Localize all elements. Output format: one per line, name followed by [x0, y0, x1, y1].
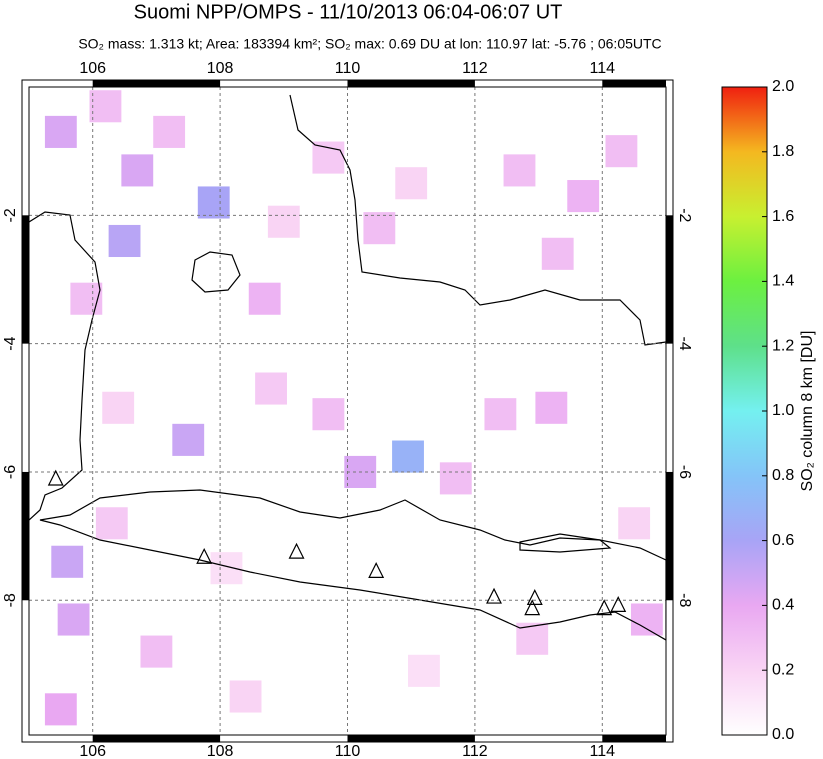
y-tick-label: -8	[676, 593, 693, 607]
frame-bar	[347, 80, 475, 87]
colorbar-tick-label: 1.4	[772, 273, 794, 290]
volcano	[524, 599, 541, 616]
so2-cell	[408, 654, 440, 687]
x-tick-label: 114	[590, 743, 616, 759]
colorbar-label: SO₂ column 8 km [DU]	[799, 331, 816, 492]
volcano	[596, 599, 613, 616]
volcano	[486, 587, 502, 604]
x-tick-label: 112	[462, 743, 488, 759]
plot-border	[28, 86, 667, 736]
colorbar-tick-label: 0.8	[772, 467, 794, 484]
so2-cell	[267, 205, 300, 238]
so2-cell	[57, 603, 90, 636]
volcano	[368, 562, 385, 578]
colorbar-tick-label: 1.0	[772, 402, 794, 419]
x-tick-label: 112	[462, 60, 488, 77]
so2-cell	[503, 154, 536, 187]
so2-cell	[567, 180, 600, 213]
frame-bar	[92, 735, 221, 742]
so2-cell	[89, 90, 122, 123]
so2-cell	[172, 423, 205, 456]
so2-cell	[395, 167, 428, 200]
so2-cell	[312, 141, 345, 174]
coast-borneo	[289, 94, 666, 346]
frame-bar	[22, 215, 29, 344]
colorbar-tick-label: 0.6	[772, 532, 794, 549]
so2-cell	[44, 693, 77, 726]
x-tick-label: 106	[79, 743, 106, 759]
so2-cell	[605, 135, 638, 168]
frame-bar	[602, 735, 666, 742]
y-tick-label: -6	[676, 465, 693, 479]
y-tick-label: -6	[2, 465, 19, 479]
so2-cell	[197, 186, 230, 219]
frame-bar	[602, 80, 666, 87]
y-tick-label: -2	[676, 208, 693, 222]
colorbar-tick-label: 0.0	[772, 726, 794, 743]
frame-bar	[666, 215, 673, 344]
x-tick-label: 106	[79, 60, 106, 77]
volcano	[610, 596, 627, 612]
so2-cell	[102, 391, 135, 424]
colorbar	[721, 86, 768, 736]
volcano	[47, 469, 64, 486]
so2-cell	[51, 545, 84, 578]
x-tick-label: 108	[207, 60, 234, 77]
title: Suomi NPP/OMPS - 11/10/2013 06:04-06:07 …	[134, 1, 563, 23]
so2-cell	[439, 462, 472, 495]
so2-cell	[229, 680, 262, 713]
so2-cell	[140, 635, 173, 668]
so2-cell	[535, 391, 568, 424]
so2-cells	[44, 90, 663, 726]
x-tick-label: 110	[335, 743, 361, 759]
coast-sumatra	[29, 211, 101, 521]
subtitle: SO₂ mass: 1.313 kt; Area: 183394 km²; SO…	[78, 36, 661, 52]
volcano	[288, 542, 305, 559]
colorbar-tick-label: 1.2	[772, 337, 794, 354]
y-tick-label: -4	[676, 337, 693, 351]
y-tick-label: -4	[2, 336, 19, 350]
frame-bar	[22, 471, 29, 601]
colorbar-tick-label: 0.4	[772, 597, 794, 614]
frame-bar	[666, 471, 673, 601]
frame-bar	[92, 80, 221, 87]
frame-bars	[22, 80, 673, 742]
so2-cell	[363, 212, 396, 245]
y-tick-label: -8	[2, 593, 19, 607]
coast-java	[39, 489, 666, 641]
so2-cell	[70, 282, 103, 315]
so2-cell	[541, 237, 574, 270]
colorbar-tick-label: 2.0	[772, 78, 794, 95]
x-tick-label: 114	[590, 60, 616, 77]
so2-cell	[630, 603, 663, 636]
so2-cell	[484, 398, 517, 431]
so2-cell	[248, 282, 281, 315]
so2-cell	[255, 372, 287, 405]
so2-cell	[618, 507, 651, 540]
so2-cell	[121, 154, 154, 187]
x-tick-label: 110	[335, 60, 361, 77]
y-tick-label: -2	[2, 208, 19, 222]
coast-madura	[519, 533, 612, 553]
coast-belitung	[191, 251, 241, 293]
so2-cell	[44, 115, 77, 148]
x-tick-label: 108	[207, 743, 234, 759]
so2-cell	[210, 552, 243, 585]
frame-bar	[347, 735, 475, 742]
so2-cell	[153, 115, 186, 148]
so2-cell	[312, 398, 345, 431]
volcano	[526, 589, 543, 605]
so2-cell	[95, 507, 128, 540]
colorbar-tick-label: 1.6	[772, 208, 794, 225]
colorbar-tick-label: 1.8	[772, 143, 794, 160]
colorbar-tick-label: 0.2	[772, 661, 794, 678]
volcano	[196, 547, 213, 564]
so2-cell	[392, 440, 424, 473]
coastlines	[29, 94, 666, 641]
so2-cell	[108, 224, 141, 258]
